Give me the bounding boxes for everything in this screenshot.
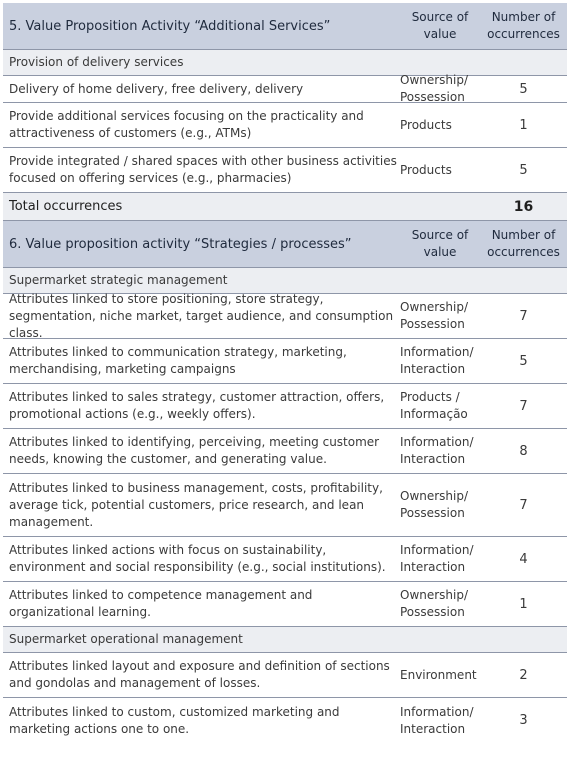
row-source: Products [398, 117, 480, 134]
row-source: Information/Interaction [398, 704, 480, 738]
value-proposition-table: 5. Value Proposition Activity “Additiona… [3, 3, 567, 743]
row-description: Attributes linked to competence manageme… [9, 588, 313, 619]
table-row: Provide additional services focusing on … [3, 103, 567, 148]
subheader-label: Provision of delivery services [9, 55, 184, 69]
row-description: Attributes linked to custom, customized … [9, 704, 340, 736]
source-header-line2: value [423, 245, 457, 259]
source-line1: Ownership/ [400, 489, 469, 503]
source-of-value-header: Source of value [398, 9, 480, 43]
number-header-line2: occurrences [487, 245, 560, 259]
row-description: Attributes linked to business management… [9, 480, 383, 529]
row-source: Information/Interaction [398, 344, 480, 378]
source-line2: Interaction [400, 362, 466, 376]
source-line1: Ownership/ [400, 300, 469, 314]
row-source: Ownership/Possession [398, 587, 480, 621]
row-description: Attributes linked to identifying, percei… [9, 435, 380, 466]
number-of-occurrences-header: Number of occurrences [480, 9, 567, 43]
row-description: Attributes linked to communication strat… [9, 345, 347, 376]
row-description: Attributes linked actions with focus on … [9, 543, 386, 574]
source-line2: Interaction [400, 452, 466, 466]
table-row: Attributes linked to store positioning, … [3, 291, 567, 340]
source-line1: Information/ [400, 435, 474, 449]
row-count: 2 [519, 667, 528, 683]
row-description: Provide additional services focusing on … [9, 109, 364, 140]
number-header-line1: Number of [491, 10, 556, 24]
row-source: Ownership/Possession [398, 72, 480, 106]
section-6-header: 6. Value proposition activity “Strategie… [3, 221, 567, 268]
row-count: 1 [519, 117, 528, 133]
row-source: Products / Informação [398, 389, 480, 423]
source-line1: Ownership/ [400, 73, 469, 87]
row-source: Environment [398, 667, 480, 684]
source-header-line1: Source of [411, 228, 469, 242]
section-6-title: 6. Value proposition activity “Strategie… [9, 236, 352, 252]
row-count: 3 [519, 713, 528, 728]
table-row: Attributes linked to competence manageme… [3, 582, 567, 627]
row-description: Provide integrated / shared spaces with … [9, 154, 397, 185]
table-row: Attributes linked to identifying, percei… [3, 429, 567, 474]
row-count: 8 [519, 443, 528, 459]
table-row: Attributes linked to communication strat… [3, 339, 567, 384]
total-value: 16 [513, 198, 534, 215]
table-row: Attributes linked to custom, customized … [3, 698, 567, 743]
row-count: 7 [519, 308, 528, 324]
table-row: Delivery of home delivery, free delivery… [3, 73, 567, 104]
total-label: Total occurrences [9, 199, 123, 214]
row-source: Information/Interaction [398, 434, 480, 468]
source-line2: Informação [400, 407, 468, 421]
source-line1: Environment [400, 667, 477, 682]
source-line2: Possession [400, 605, 465, 619]
table-row: Attributes linked actions with focus on … [3, 537, 567, 582]
number-header-line1: Number of [491, 228, 556, 242]
source-line1: Information/ [400, 345, 474, 359]
row-source: Information/Interaction [398, 542, 480, 576]
subheader-label: Supermarket strategic management [9, 273, 228, 287]
source-header-line1: Source of [411, 10, 469, 24]
source-line1: Information/ [400, 543, 474, 557]
source-line1: Products [400, 162, 452, 177]
source-line2: Possession [400, 506, 465, 520]
row-count: 7 [519, 398, 528, 414]
source-line2: Possession [400, 90, 465, 104]
section-5-header: 5. Value Proposition Activity “Additiona… [3, 3, 567, 50]
source-line1: Products [400, 117, 452, 132]
total-row: Total occurrences 16 [3, 193, 567, 221]
row-count: 5 [519, 162, 528, 178]
section-5-title: 5. Value Proposition Activity “Additiona… [9, 18, 331, 34]
subheader-operational: Supermarket operational management [3, 627, 567, 653]
row-count: 7 [519, 497, 528, 513]
row-description: Attributes linked layout and exposure an… [9, 659, 390, 690]
source-line2: Interaction [400, 721, 466, 736]
source-of-value-header: Source of value [398, 227, 480, 261]
row-count: 5 [519, 81, 528, 97]
source-line2: Interaction [400, 560, 466, 574]
source-header-line2: value [423, 27, 457, 41]
source-line1: Information/ [400, 704, 474, 719]
number-of-occurrences-header: Number of occurrences [480, 227, 567, 261]
subheader-delivery: Provision of delivery services [3, 50, 567, 76]
row-source: Ownership/Possession [398, 299, 480, 333]
row-description: Delivery of home delivery, free delivery… [9, 81, 304, 96]
subheader-label: Supermarket operational management [9, 632, 243, 646]
table-row: Provide integrated / shared spaces with … [3, 148, 567, 193]
table-row: Attributes linked to business management… [3, 474, 567, 537]
row-description: Attributes linked to sales strategy, cus… [9, 390, 385, 421]
row-count: 5 [519, 353, 528, 369]
table-row: Attributes linked layout and exposure an… [3, 653, 567, 698]
source-line1: Ownership/ [400, 588, 469, 602]
subheader-strategic: Supermarket strategic management [3, 268, 567, 294]
source-line2: Possession [400, 317, 465, 331]
row-source: Products [398, 162, 480, 179]
number-header-line2: occurrences [487, 27, 560, 41]
row-count: 4 [519, 551, 528, 567]
row-description: Attributes linked to store positioning, … [9, 291, 394, 340]
source-line1: Products / [400, 390, 460, 404]
table-row: Attributes linked to sales strategy, cus… [3, 384, 567, 429]
row-source: Ownership/Possession [398, 488, 480, 522]
row-count: 1 [519, 596, 528, 612]
